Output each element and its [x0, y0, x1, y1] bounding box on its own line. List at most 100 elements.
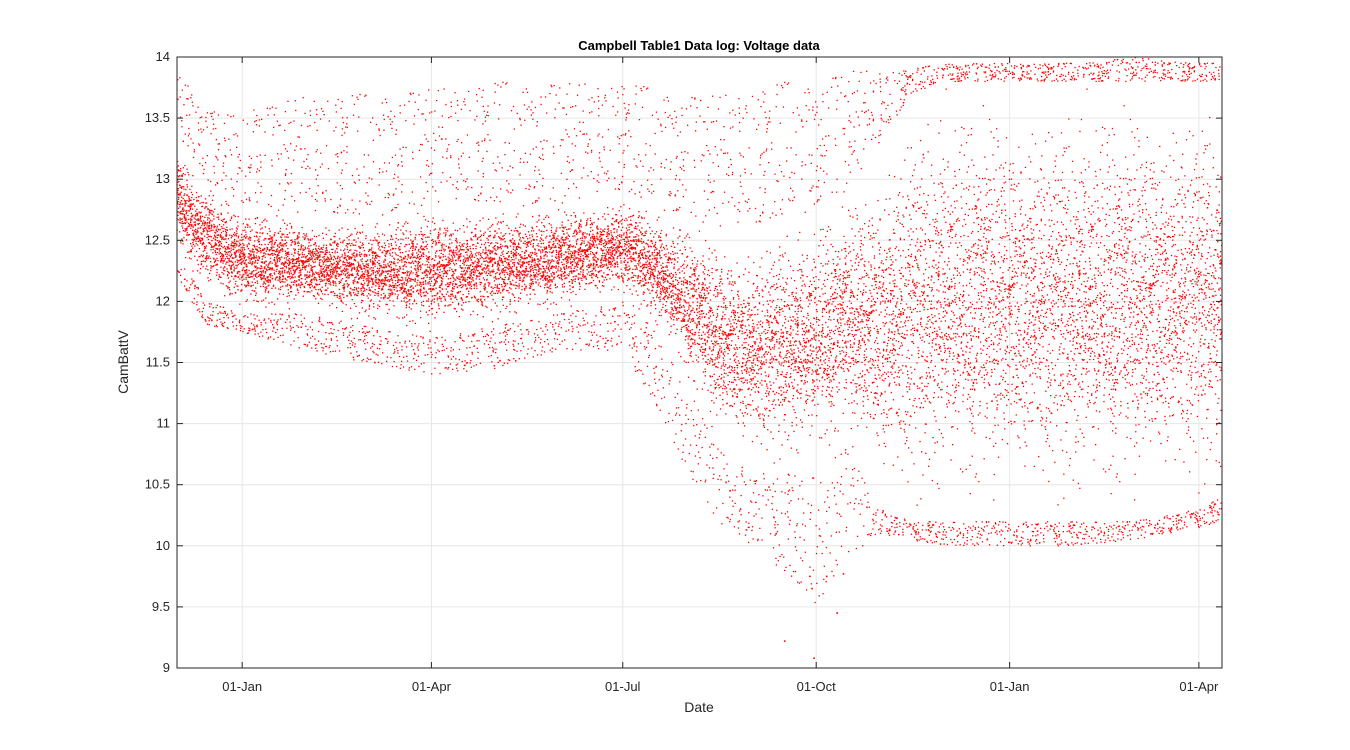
data-point [225, 261, 228, 263]
data-point [201, 260, 203, 262]
data-point [300, 282, 303, 284]
data-point [414, 236, 416, 239]
data-point [330, 339, 333, 341]
data-point [233, 242, 235, 244]
data-point [290, 259, 292, 261]
data-point [432, 267, 435, 269]
data-point [388, 331, 390, 333]
data-point [279, 334, 282, 337]
data-point [460, 273, 462, 275]
data-point [379, 285, 381, 287]
data-point [280, 244, 282, 246]
data-point [279, 256, 281, 259]
data-point [197, 263, 199, 266]
data-point [445, 103, 447, 106]
data-point [378, 283, 380, 285]
data-point [276, 258, 278, 261]
data-point [470, 264, 472, 266]
data-point [361, 260, 363, 263]
data-point [341, 134, 343, 137]
data-point [182, 197, 184, 200]
data-point [213, 225, 215, 227]
data-point [333, 271, 335, 274]
data-point [448, 116, 450, 119]
data-point [291, 195, 293, 197]
data-point [480, 252, 482, 254]
data-point [326, 280, 328, 282]
data-point [211, 225, 213, 228]
data-point [191, 194, 194, 196]
data-point [397, 350, 399, 352]
data-point [327, 266, 329, 268]
data-point [279, 270, 281, 273]
data-point [330, 238, 332, 240]
data-point [289, 261, 292, 264]
data-point [411, 345, 413, 347]
data-point [208, 224, 211, 227]
data-point [384, 296, 386, 298]
data-point [274, 232, 276, 234]
data-point [330, 198, 332, 201]
data-point [391, 252, 394, 254]
data-point [239, 330, 242, 332]
data-point [365, 192, 367, 194]
data-point [337, 261, 339, 263]
data-point [286, 242, 288, 244]
data-point [377, 242, 379, 245]
data-point [469, 346, 471, 349]
data-point [381, 283, 383, 285]
data-point [213, 123, 215, 125]
data-point [414, 267, 416, 270]
data-point [244, 284, 246, 286]
data-point [197, 106, 199, 108]
data-point [238, 322, 241, 324]
data-point [384, 294, 386, 297]
data-point [287, 302, 289, 304]
data-point [456, 230, 459, 232]
data-point [369, 259, 372, 261]
data-point [358, 339, 360, 341]
data-point [261, 265, 263, 268]
data-point [452, 282, 454, 285]
data-point [439, 227, 441, 229]
data-point [450, 105, 452, 108]
data-point [482, 123, 484, 125]
data-point [265, 253, 267, 255]
data-point [342, 261, 344, 264]
data-point [455, 197, 457, 200]
data-point [332, 280, 334, 282]
data-point [314, 209, 317, 212]
data-point [257, 301, 259, 303]
data-point [451, 270, 454, 272]
data-point [419, 281, 421, 283]
data-point [269, 108, 271, 110]
data-point [204, 207, 206, 209]
data-point [218, 250, 221, 252]
data-point [290, 329, 292, 331]
data-point [422, 305, 425, 307]
data-point [284, 222, 286, 224]
data-point [227, 287, 229, 289]
data-point [474, 119, 476, 121]
data-point [468, 293, 470, 295]
data-point [294, 270, 296, 272]
data-point [319, 270, 321, 272]
data-point [204, 249, 206, 252]
data-point [460, 108, 463, 110]
data-point [315, 253, 317, 255]
data-point [276, 265, 278, 267]
data-point [336, 266, 338, 268]
data-point [233, 243, 235, 245]
data-point [226, 234, 228, 236]
data-point [207, 269, 209, 271]
data-point [210, 227, 213, 229]
data-point [268, 263, 270, 265]
data-point [194, 231, 196, 233]
data-point [347, 255, 349, 257]
data-point [419, 176, 422, 178]
data-point [455, 270, 457, 272]
data-point [234, 283, 237, 285]
data-point [276, 253, 279, 256]
data-point [249, 262, 251, 264]
data-point [285, 169, 287, 171]
